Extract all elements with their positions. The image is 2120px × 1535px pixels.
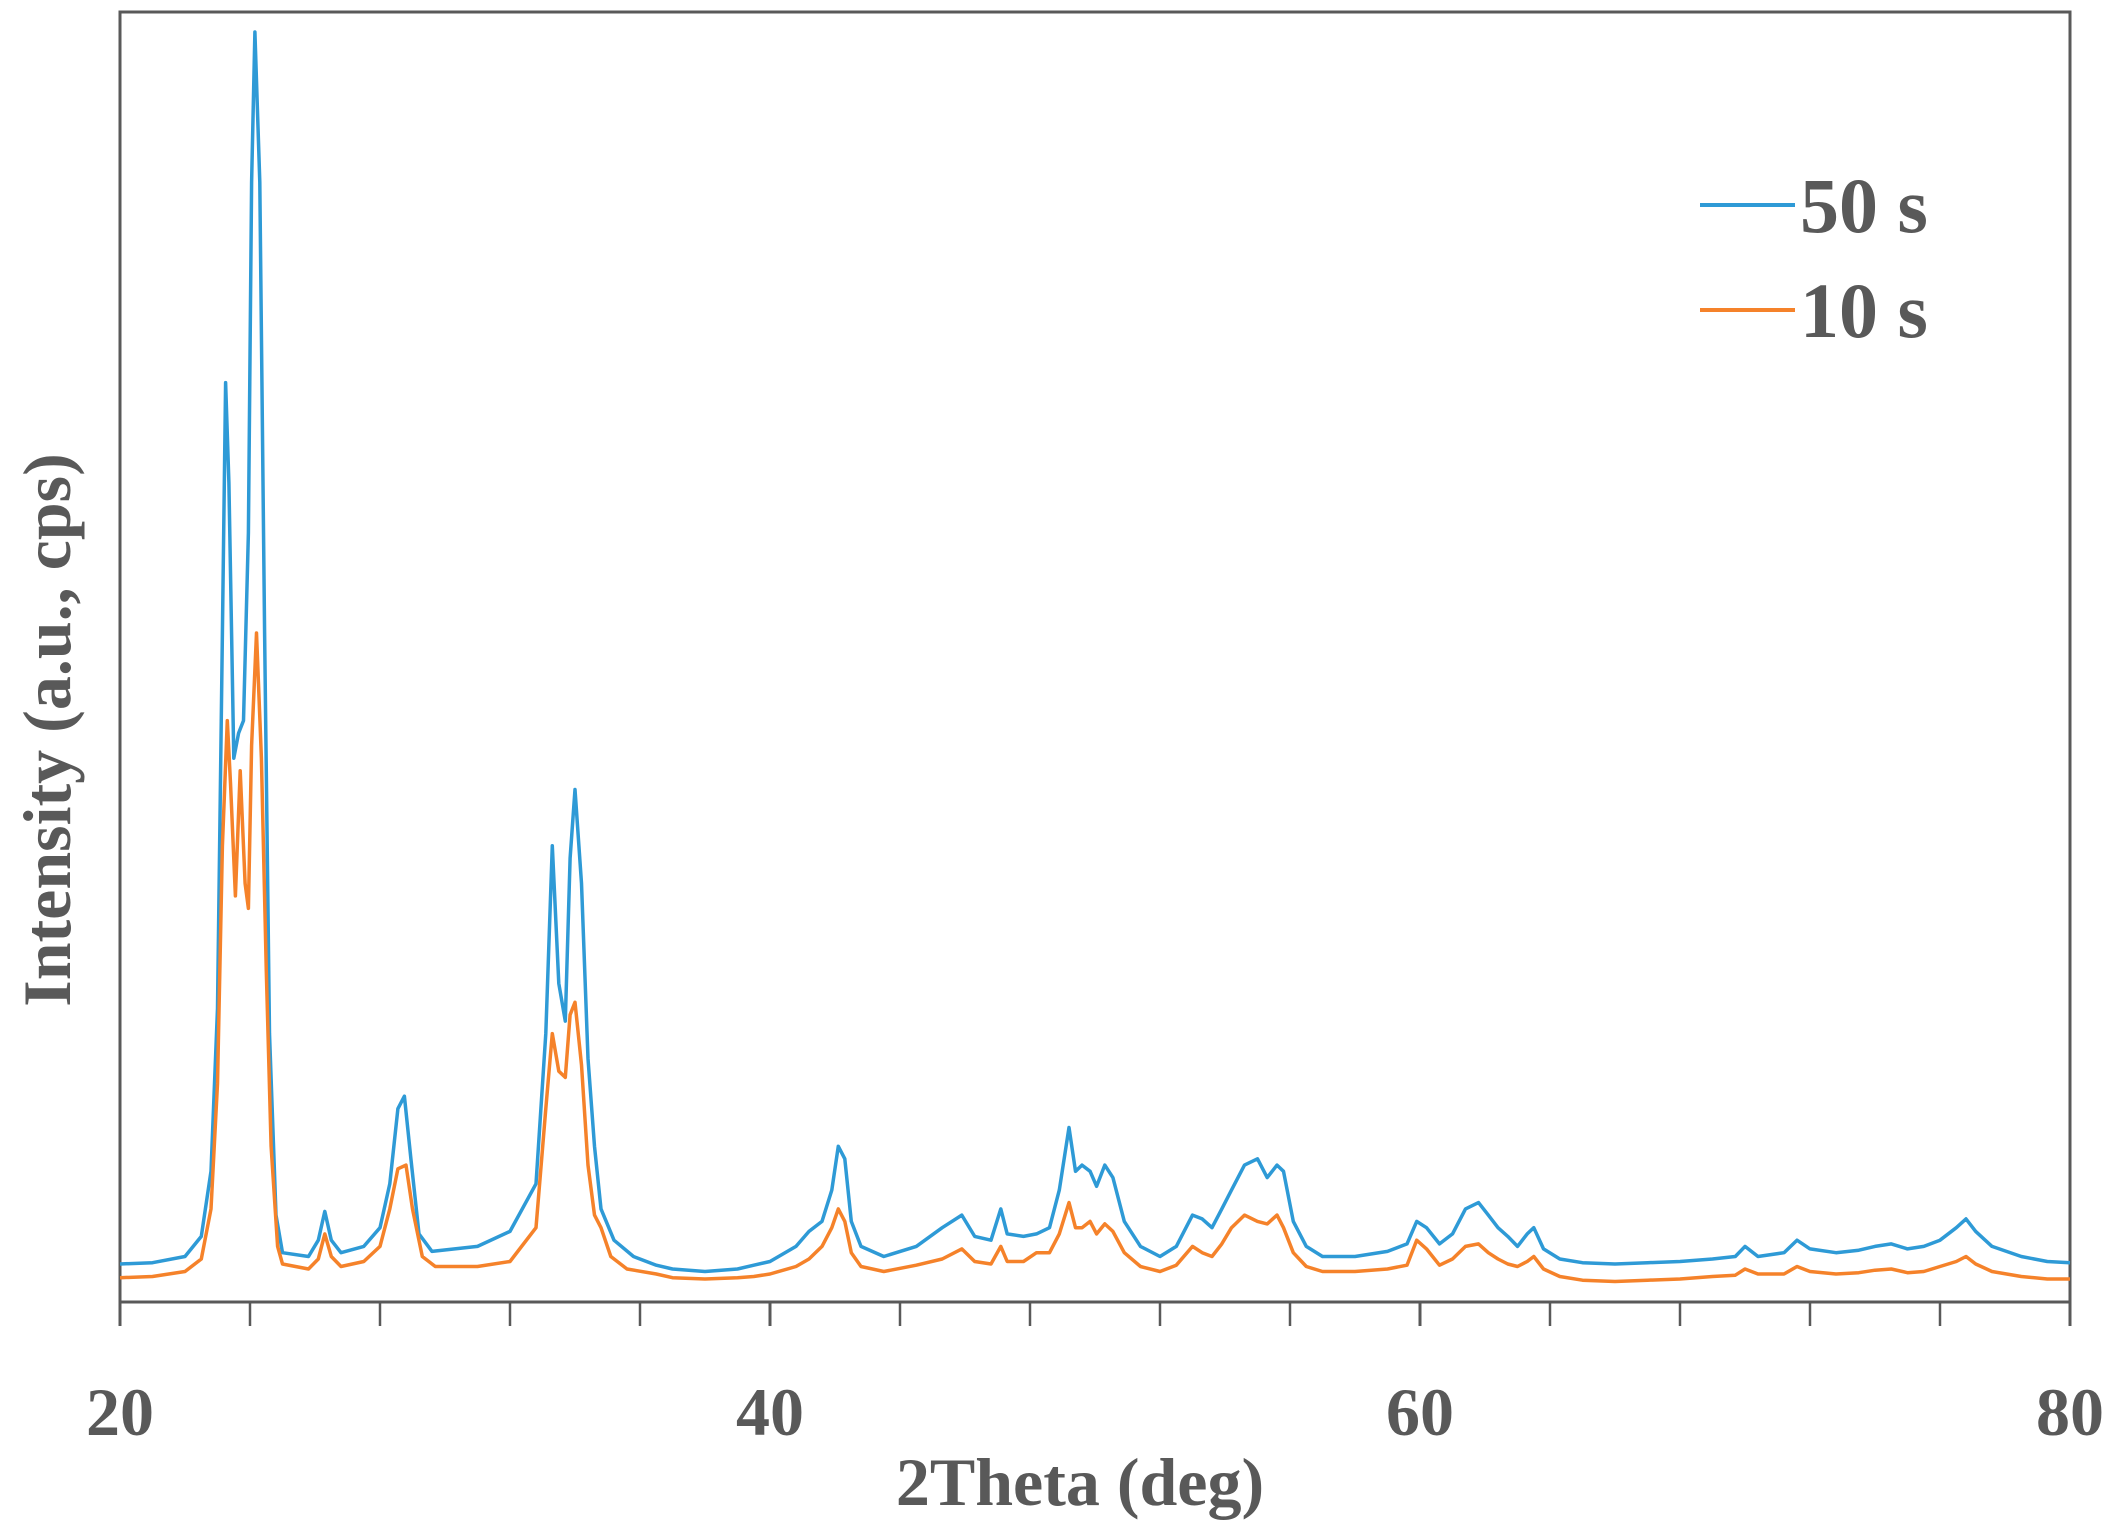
x-axis-ticks: 20 40 60 80 (86, 1302, 2104, 1450)
x-tick-label: 60 (1386, 1374, 1454, 1450)
legend-label-10-s: 10 s (1800, 267, 1928, 354)
series-line-50-s (119, 30, 2071, 1274)
series-line-10-s (119, 631, 2070, 1284)
x-axis-title: 2Theta (deg) (896, 1444, 1264, 1520)
x-tick-label: 40 (736, 1374, 804, 1450)
series-layer (119, 30, 2071, 1284)
x-tick-label: 20 (86, 1374, 154, 1450)
x-tick-label: 80 (2036, 1374, 2104, 1450)
legend: 50 s 10 s (1700, 162, 1928, 354)
y-axis-title: Intensity (a.u., cps) (9, 453, 85, 1007)
legend-label-50-s: 50 s (1800, 162, 1928, 249)
